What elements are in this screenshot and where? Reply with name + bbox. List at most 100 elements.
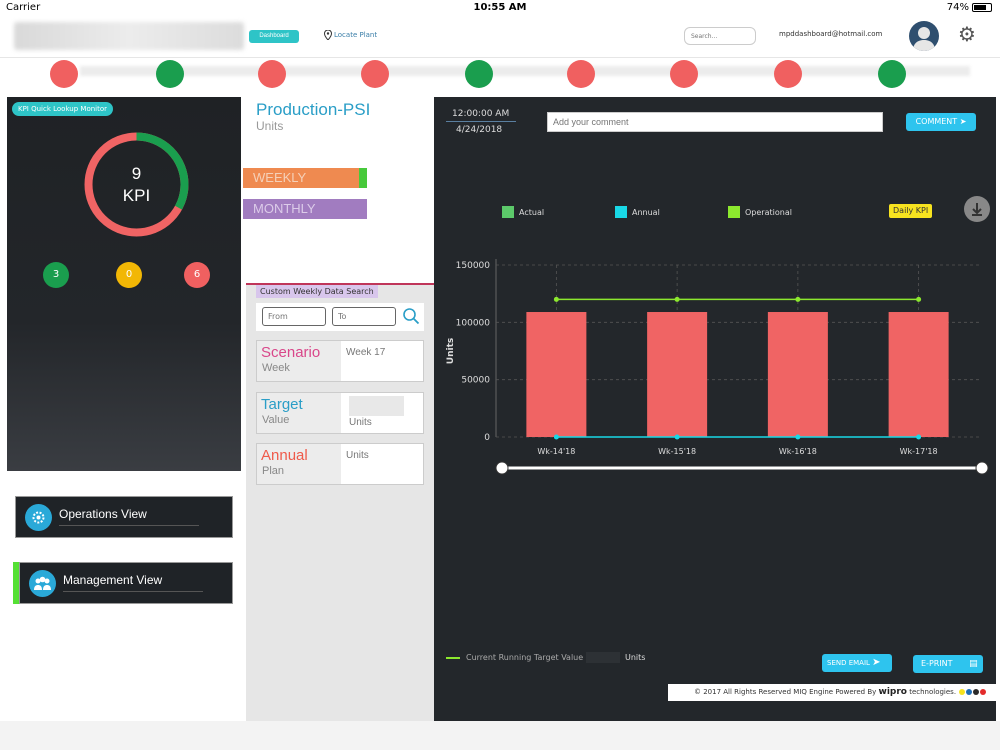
app-header: Dashboard Locate Plant mpddashboard@hotm… [0,16,1000,58]
operations-view-button[interactable]: Operations View [15,496,233,538]
bar-actual [526,312,587,437]
kpi-status-dot[interactable] [361,60,389,88]
dashboard-button[interactable]: Dashboard [249,30,299,43]
kpi-status-dot[interactable] [50,60,78,88]
bar-actual [767,312,828,437]
strip-track [80,66,970,76]
carrier-label: Carrier [6,2,41,13]
kpi-monitor-tag: KPI Quick Lookup Monitor [12,102,114,116]
scenario-label-area: Scenario Week [257,341,341,381]
gear-icon[interactable]: ⚙ [958,22,976,46]
comment-input[interactable] [547,112,883,132]
brand-dot [973,689,980,695]
tab-monthly[interactable]: MONTHLY [243,199,367,219]
target-units: Units [349,417,372,428]
battery-indicator: 74% [947,2,992,13]
search-icon[interactable] [402,307,420,325]
operations-view-label: Operations View [59,507,147,521]
legend-swatch [728,206,740,218]
battery-fill [974,5,986,10]
range-slider-handle-left[interactable] [495,461,509,475]
target-title: Target [261,396,303,413]
production-bar-chart: 0 50000 100000 150000 Units Wk-14'18 Wk-15'18 W… [446,259,989,475]
bar-actual [888,312,949,437]
kpi-count: 9 [131,164,142,183]
legend-operational: Operational [728,206,792,218]
management-view-button[interactable]: Management View [19,562,233,604]
to-date-input[interactable] [332,307,396,326]
kpi-status-dot[interactable] [465,60,493,88]
send-email-button[interactable]: SEND EMAIL ➤ [822,654,892,672]
download-button[interactable] [964,196,990,222]
target-box: Target Value Units [256,392,424,434]
range-slider-handle-right[interactable] [975,461,989,475]
running-target-label: Current Running Target Value : [466,653,589,662]
legend-swatch [502,206,514,218]
scenario-value: Week 17 [346,347,386,358]
x-tick-label: Wk-15'18 [658,447,696,456]
comment-button-label: COMMENT [915,117,958,126]
send-email-label: SEND EMAIL [827,659,870,667]
y-tick-label: 50000 [461,376,490,386]
record-date: 4/24/2018 [456,125,503,135]
clock: 10:55 AM [473,2,527,13]
kpi-status-dot[interactable] [878,60,906,88]
units-label: Units [256,119,284,133]
brand-dot [980,689,987,695]
point-annual [553,434,559,440]
kpi-status-dot[interactable] [670,60,698,88]
bar-actual [647,312,708,437]
send-icon: ➤ [959,117,967,126]
battery-icon [972,3,992,12]
divider [246,283,434,285]
target-label-area: Target Value [257,393,341,433]
divider [59,525,199,526]
download-icon [972,203,982,216]
tab-active-marker [359,168,367,188]
company-logo [14,22,244,50]
legend-label: Operational [745,207,792,217]
footer-suffix: technologies. [909,688,957,696]
scenario-box: Scenario Week Week 17 [256,340,424,382]
record-time: 12:00:00 AM [452,109,510,119]
eprint-label: E-PRINT [921,659,953,668]
search-input[interactable] [684,27,756,45]
y-tick-label: 0 [484,433,490,443]
y-tick-label: 150000 [456,261,491,271]
comment-button[interactable]: COMMENT ➤ [906,113,976,131]
annual-box: Annual Plan Units [256,443,424,485]
user-email: mpddashboard@hotmail.com [779,30,883,38]
kpi-status-dot[interactable] [774,60,802,88]
kpi-status-dot[interactable] [567,60,595,88]
legend-actual: Actual [502,206,544,218]
scenario-sub: Week [262,362,290,374]
running-target-line-swatch [446,656,460,659]
kpi-status-dot[interactable] [156,60,184,88]
battery-percent: 74% [946,2,969,13]
divider [63,591,203,592]
point-annual [795,434,801,440]
annual-sub: Plan [262,465,285,477]
production-panel: Production-PSI Units WEEKLY MONTHLY [243,97,434,283]
kpi-counter-green[interactable]: 3 [43,262,69,288]
x-tick-label: Wk-17'18 [900,447,938,456]
annual-title: Annual [261,447,308,464]
kpi-counter-yellow[interactable]: 0 [116,262,142,288]
legend-annual: Annual [615,206,660,218]
locate-plant-link[interactable]: Locate Plant [324,30,377,40]
daily-kpi-button[interactable]: Daily KPI [889,204,933,218]
target-value-redacted [349,396,404,416]
active-view-indicator [13,562,19,604]
kpi-quick-lookup-panel: KPI Quick Lookup Monitor 9 KPI 3 0 6 [7,97,241,471]
kpi-status-strip [50,60,970,90]
divider [446,121,516,122]
wipro-logo: wipro [878,687,907,697]
kpi-status-dot[interactable] [258,60,286,88]
avatar[interactable] [909,21,939,51]
tab-weekly[interactable]: WEEKLY [243,168,359,188]
kpi-counter-red[interactable]: 6 [184,262,210,288]
point-operational [553,296,559,302]
from-date-input[interactable] [262,307,326,326]
running-target-units: Units [625,653,646,662]
eprint-button[interactable]: E-PRINT ▤ [913,655,983,673]
